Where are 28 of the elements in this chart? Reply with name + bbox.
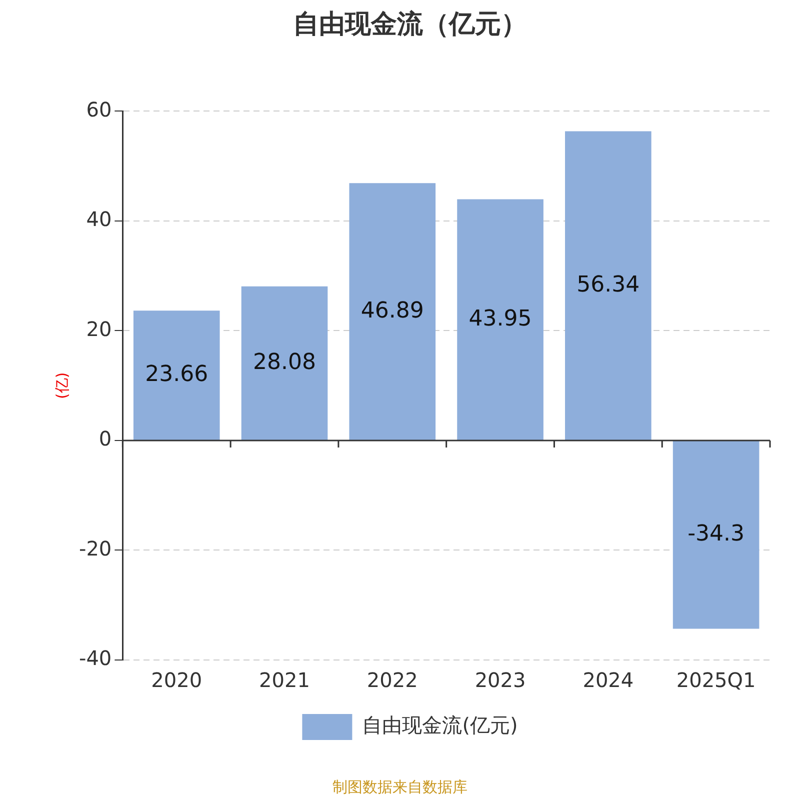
chart-title: 自由现金流（亿元） [293, 9, 527, 40]
data-label: -34.3 [688, 522, 745, 547]
y-tick-label: 0 [98, 426, 112, 451]
y-tick-label: -20 [78, 536, 112, 560]
bar [672, 440, 760, 629]
x-tick-label: 2021 [259, 668, 310, 692]
data-label: 28.08 [253, 350, 316, 375]
y-tick-label: 20 [86, 316, 112, 341]
x-tick-label: 2023 [474, 668, 526, 692]
data-label: 43.95 [468, 306, 532, 332]
x-tick-label: 2024 [582, 668, 634, 692]
y-tick-label: 60 [86, 97, 112, 122]
bar [241, 286, 328, 440]
bar [349, 183, 436, 440]
y-axis-title: (亿) [52, 372, 71, 399]
bar [133, 310, 220, 440]
data-label: 46.89 [360, 298, 424, 324]
bar [565, 131, 652, 440]
x-tick-label: 2020 [151, 668, 202, 692]
text: 制图数据来自数据库 [332, 778, 468, 797]
y-tick-label: -40 [78, 646, 112, 670]
bar [457, 199, 544, 440]
y-tick-label: 40 [86, 207, 112, 232]
data-label: 56.34 [576, 272, 640, 298]
x-tick-label: 2025Q1 [676, 668, 756, 692]
x-tick-label: 2022 [366, 668, 418, 692]
legend-label: 自由现金流(亿元) [362, 713, 518, 738]
data-label: 23.66 [145, 362, 208, 388]
